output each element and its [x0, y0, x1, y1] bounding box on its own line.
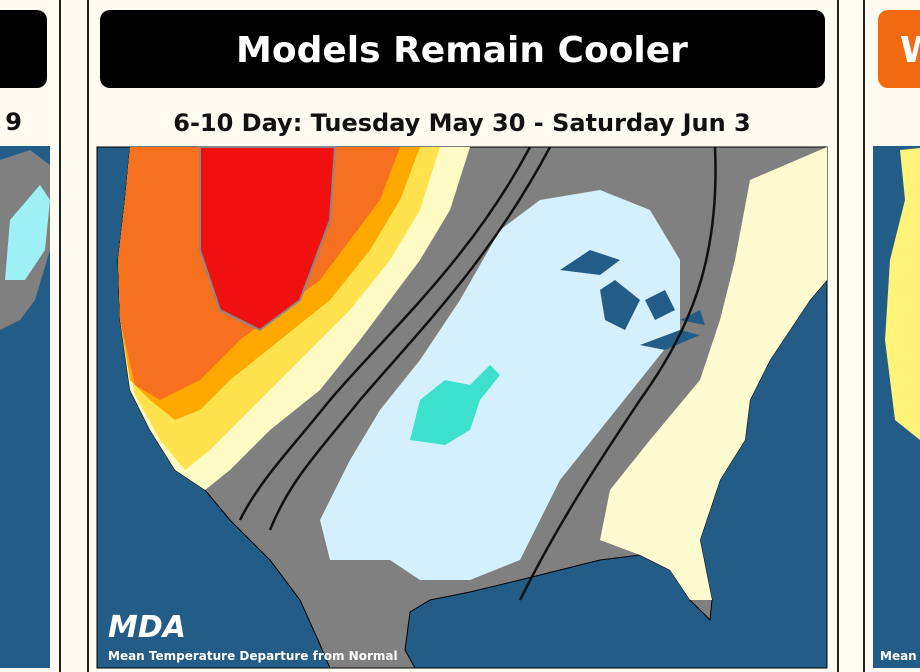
warm-region: [600, 147, 827, 600]
center-subtitle: 6-10 Day: Tuesday May 30 - Saturday Jun …: [173, 109, 751, 137]
hot-region: [199, 146, 337, 332]
caption: Mean Temperature Departure from Normal: [108, 649, 398, 663]
right-land: [885, 148, 920, 440]
left-cool: [5, 185, 50, 280]
center-header: [100, 10, 825, 88]
logo: MDA: [108, 610, 186, 645]
great-lakes: [560, 250, 705, 350]
cold-region: [410, 365, 500, 445]
right-header: [878, 10, 920, 88]
right-title: W: [900, 30, 920, 71]
center-title: Models Remain Cooler: [236, 30, 688, 71]
cool-region: [320, 190, 680, 580]
map: MDA Mean Temperature Departure from Norm…: [96, 146, 828, 669]
left-header: [0, 10, 47, 88]
contour: [518, 146, 717, 601]
contour: [238, 146, 532, 521]
right-caption: Mean: [880, 649, 917, 663]
left-subtitle: 9: [5, 108, 22, 136]
contour: [268, 146, 552, 531]
